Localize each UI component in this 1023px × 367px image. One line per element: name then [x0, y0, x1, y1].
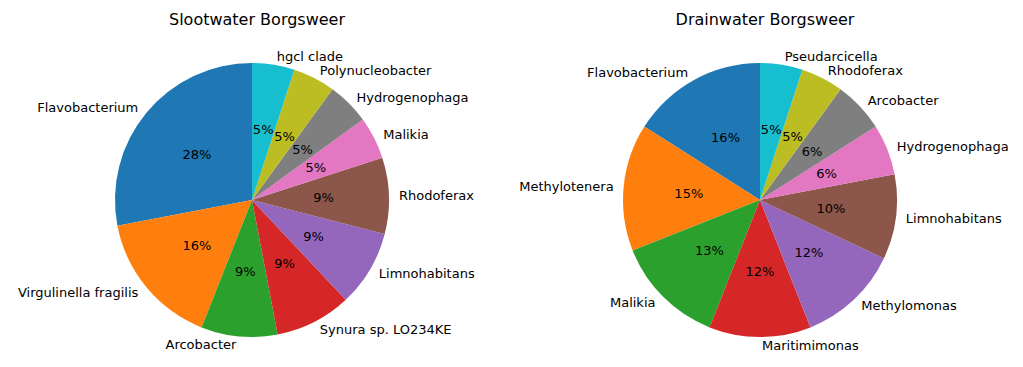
svg-text:9%: 9% — [303, 229, 324, 244]
svg-text:Malikia: Malikia — [610, 295, 656, 310]
svg-text:9%: 9% — [274, 256, 295, 271]
svg-text:Synura sp. LO234KE: Synura sp. LO234KE — [320, 322, 452, 337]
svg-text:13%: 13% — [695, 243, 724, 258]
svg-text:Limnohabitans: Limnohabitans — [906, 211, 1002, 226]
svg-text:Hydrogenophaga: Hydrogenophaga — [357, 90, 469, 105]
svg-text:Limnohabitans: Limnohabitans — [379, 266, 475, 281]
svg-text:Drainwater Borgsweer: Drainwater Borgsweer — [676, 10, 855, 29]
svg-text:5%: 5% — [782, 129, 803, 144]
svg-text:Methylomonas: Methylomonas — [861, 298, 957, 313]
svg-text:Rhodoferax: Rhodoferax — [828, 63, 903, 78]
svg-text:Maritimimonas: Maritimimonas — [762, 338, 859, 353]
svg-text:Flavobacterium: Flavobacterium — [37, 100, 138, 115]
svg-text:Malikia: Malikia — [383, 127, 429, 142]
svg-text:Flavobacterium: Flavobacterium — [587, 65, 688, 80]
svg-text:28%: 28% — [182, 147, 211, 162]
svg-text:5%: 5% — [253, 122, 274, 137]
svg-text:12%: 12% — [794, 245, 823, 260]
svg-text:6%: 6% — [802, 144, 823, 159]
svg-text:5%: 5% — [305, 160, 326, 175]
svg-text:Slootwater Borgsweer: Slootwater Borgsweer — [169, 10, 345, 29]
svg-text:Hydrogenophaga: Hydrogenophaga — [897, 139, 1009, 154]
svg-text:5%: 5% — [761, 122, 782, 137]
svg-text:Methylotenera: Methylotenera — [519, 179, 613, 194]
svg-text:9%: 9% — [235, 264, 256, 279]
svg-text:6%: 6% — [816, 166, 837, 181]
svg-text:16%: 16% — [711, 130, 740, 145]
svg-text:5%: 5% — [274, 129, 295, 144]
svg-text:12%: 12% — [746, 264, 775, 279]
svg-text:5%: 5% — [292, 142, 313, 157]
svg-text:Rhodoferax: Rhodoferax — [399, 188, 474, 203]
svg-text:Pseudarcicella: Pseudarcicella — [785, 49, 878, 64]
svg-text:Arcobacter: Arcobacter — [868, 93, 940, 108]
svg-text:Polynucleobacter: Polynucleobacter — [320, 63, 432, 78]
svg-text:16%: 16% — [182, 238, 211, 253]
svg-text:10%: 10% — [816, 201, 845, 216]
svg-text:15%: 15% — [674, 186, 703, 201]
svg-text:hgcl clade: hgcl clade — [277, 49, 343, 64]
svg-text:Arcobacter: Arcobacter — [165, 337, 237, 352]
svg-text:9%: 9% — [313, 190, 334, 205]
svg-text:Virgulinella fragilis: Virgulinella fragilis — [18, 285, 139, 300]
